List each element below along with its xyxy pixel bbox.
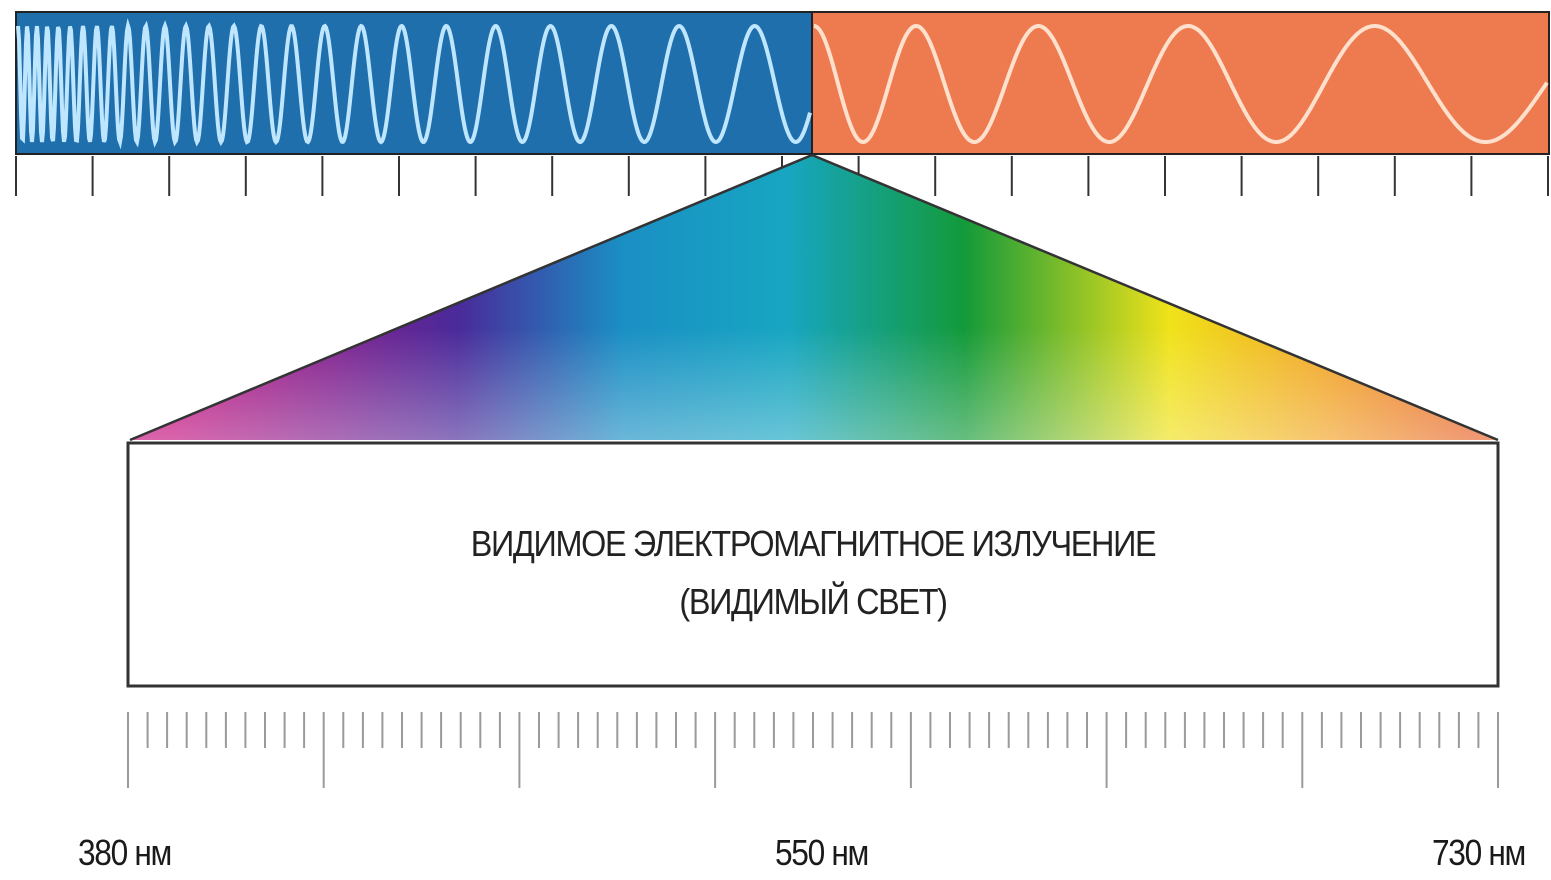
caption-line-2: (ВИДИМЫЙ СВЕТ) [679,581,948,622]
fan-right-edge [811,153,1499,442]
label-730nm: 730 нм [1432,832,1526,873]
top-ruler [15,156,1549,196]
label-380nm: 380 нм [78,832,172,873]
caption-line-1: ВИДИМОЕ ЭЛЕКТРОМАГНИТНОЕ ИЗЛУЧЕНИЕ [470,523,1157,564]
long-wave-curve [813,23,1549,145]
caption-text: ВИДИМОЕ ЭЛЕКТРОМАГНИТНОЕ ИЗЛУЧЕНИЕ (ВИДИ… [197,515,1430,631]
caption-box [126,441,1500,688]
short-wave-curve [16,18,812,150]
spectrum-fade [130,155,1498,440]
long-wavelength-band [811,11,1550,155]
fan-left-edge [129,153,813,442]
wavelength-ruler [127,712,1499,788]
label-550nm: 550 нм [775,832,869,873]
